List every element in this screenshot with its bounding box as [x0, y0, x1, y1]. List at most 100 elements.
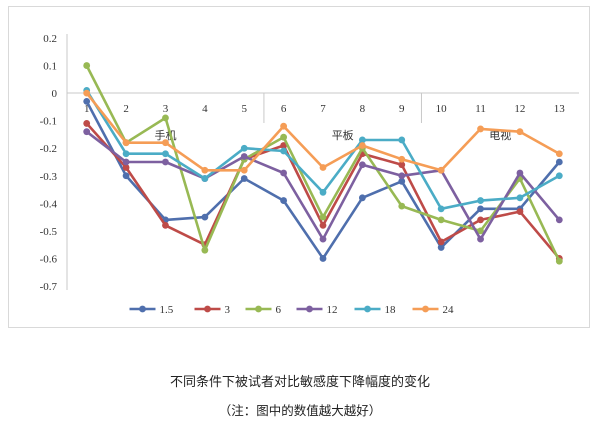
chart-frame: 0.2 0.1 0 -0.1 -0.2 -0.3 -0.4 -0.5 -0.6 -0.7 1 2 3 4 5… — [8, 6, 590, 328]
data-point-24-12 — [516, 128, 524, 136]
legend-marker-3 — [204, 305, 211, 313]
data-point-24-7 — [319, 164, 327, 171]
data-point-3-2 — [122, 164, 130, 171]
data-point-6-13 — [555, 257, 563, 265]
data-point-12-2 — [122, 158, 130, 166]
legend-label-3: 3 — [225, 304, 231, 316]
data-point-18-7 — [319, 188, 327, 196]
data-point-12-7 — [319, 235, 327, 243]
data-point-18-5 — [240, 144, 248, 152]
data-point-24-1 — [83, 89, 91, 97]
y-tick-label: -0.2 — [40, 143, 57, 155]
data-point-6-10 — [437, 216, 445, 224]
data-point-1.5-1 — [83, 97, 91, 105]
data-point-6-4 — [201, 246, 209, 254]
data-point-24-5 — [240, 166, 248, 174]
data-point-3-12 — [516, 208, 524, 216]
legend-marker-24 — [422, 305, 429, 313]
data-point-24-10 — [437, 166, 445, 174]
legend-marker-1.5 — [139, 305, 146, 313]
data-point-1.5-10 — [437, 244, 445, 251]
data-point-3-10 — [437, 238, 445, 246]
y-tick-label: 0.2 — [43, 33, 57, 45]
x-tick-label: 7 — [320, 103, 326, 115]
y-tick-label: -0.1 — [40, 116, 57, 128]
legend-marker-12 — [306, 305, 313, 313]
data-point-18-8 — [358, 136, 366, 144]
data-point-12-5 — [240, 153, 248, 160]
data-point-6-9 — [398, 202, 406, 210]
data-point-1.5-7 — [319, 255, 327, 262]
y-tick-label: 0 — [52, 88, 58, 100]
data-point-12-12 — [516, 169, 524, 177]
series-line-1.5 — [85, 100, 561, 260]
legend-label-6: 6 — [276, 304, 282, 316]
data-point-18-4 — [201, 175, 209, 182]
data-point-12-1 — [83, 128, 91, 136]
data-point-24-2 — [122, 139, 130, 147]
x-tick-label: 3 — [163, 103, 169, 115]
data-point-12-8 — [358, 161, 366, 169]
x-tick-label: 11 — [475, 103, 486, 115]
x-tick-label: 2 — [123, 103, 129, 115]
data-point-3-11 — [477, 216, 484, 224]
data-point-18-12 — [516, 194, 524, 202]
data-point-12-13 — [555, 216, 563, 224]
data-point-3-3 — [162, 221, 169, 229]
data-point-18-6 — [280, 147, 288, 155]
legend-marker-18 — [364, 305, 371, 313]
data-point-18-2 — [122, 150, 130, 158]
data-point-1.5-13 — [555, 158, 563, 166]
data-point-3-9 — [398, 161, 406, 169]
x-tick-label: 5 — [241, 103, 247, 115]
data-point-24-8 — [358, 142, 366, 149]
y-tick-label: 0.1 — [43, 61, 57, 73]
y-tick-label: -0.3 — [40, 171, 58, 183]
data-point-24-11 — [477, 125, 484, 133]
series-line-6 — [85, 65, 561, 262]
y-tick-label: -0.4 — [40, 198, 58, 210]
data-point-24-13 — [555, 150, 563, 158]
data-point-6-11 — [477, 227, 484, 235]
y-tick-label: -0.6 — [40, 253, 58, 265]
data-point-3-7 — [319, 221, 327, 229]
data-point-12-6 — [280, 169, 288, 177]
data-point-1.5-4 — [201, 213, 209, 221]
y-tick-label: -0.5 — [40, 226, 58, 238]
data-point-18-11 — [477, 197, 484, 204]
data-point-18-10 — [437, 205, 445, 213]
data-point-3-1 — [83, 120, 91, 127]
data-point-24-9 — [398, 155, 406, 163]
x-tick-label: 10 — [436, 103, 448, 115]
x-tick-label: 13 — [554, 103, 566, 115]
x-tick-label: 9 — [399, 103, 405, 115]
legend-label-1.5: 1.5 — [160, 304, 174, 316]
x-tick-label: 6 — [281, 103, 287, 115]
data-point-6-3 — [162, 114, 169, 122]
legend-label-12: 12 — [327, 304, 338, 316]
data-point-12-9 — [398, 172, 406, 180]
chart-caption-note: （注：图中的数值越大越好） — [218, 403, 382, 418]
x-tick-label: 4 — [202, 103, 208, 115]
data-point-24-3 — [162, 139, 169, 147]
data-point-12-3 — [162, 158, 169, 166]
data-point-6-1 — [83, 62, 91, 69]
data-point-1.5-2 — [122, 172, 130, 180]
data-point-1.5-5 — [240, 175, 248, 182]
data-point-3-6 — [280, 142, 288, 149]
chart-caption-title: 不同条件下被试者对比敏感度下降幅度的变化 — [169, 375, 430, 390]
data-point-1.5-8 — [358, 194, 366, 202]
legend-label-18: 18 — [385, 304, 397, 316]
group-label: 平板 — [332, 128, 354, 142]
y-tick-label: -0.7 — [40, 281, 58, 293]
data-point-6-7 — [319, 213, 327, 221]
data-point-18-13 — [555, 172, 563, 180]
data-point-24-6 — [280, 122, 288, 130]
data-point-18-3 — [162, 150, 169, 158]
x-tick-label: 12 — [514, 103, 525, 115]
data-point-1.5-11 — [477, 205, 484, 213]
data-point-12-11 — [477, 235, 484, 243]
legend-marker-6 — [255, 305, 262, 313]
data-point-6-6 — [280, 133, 288, 141]
line-chart: 0.2 0.1 0 -0.1 -0.2 -0.3 -0.4 -0.5 -0.6 -0.7 1 2 3 4 5… — [40, 33, 579, 316]
